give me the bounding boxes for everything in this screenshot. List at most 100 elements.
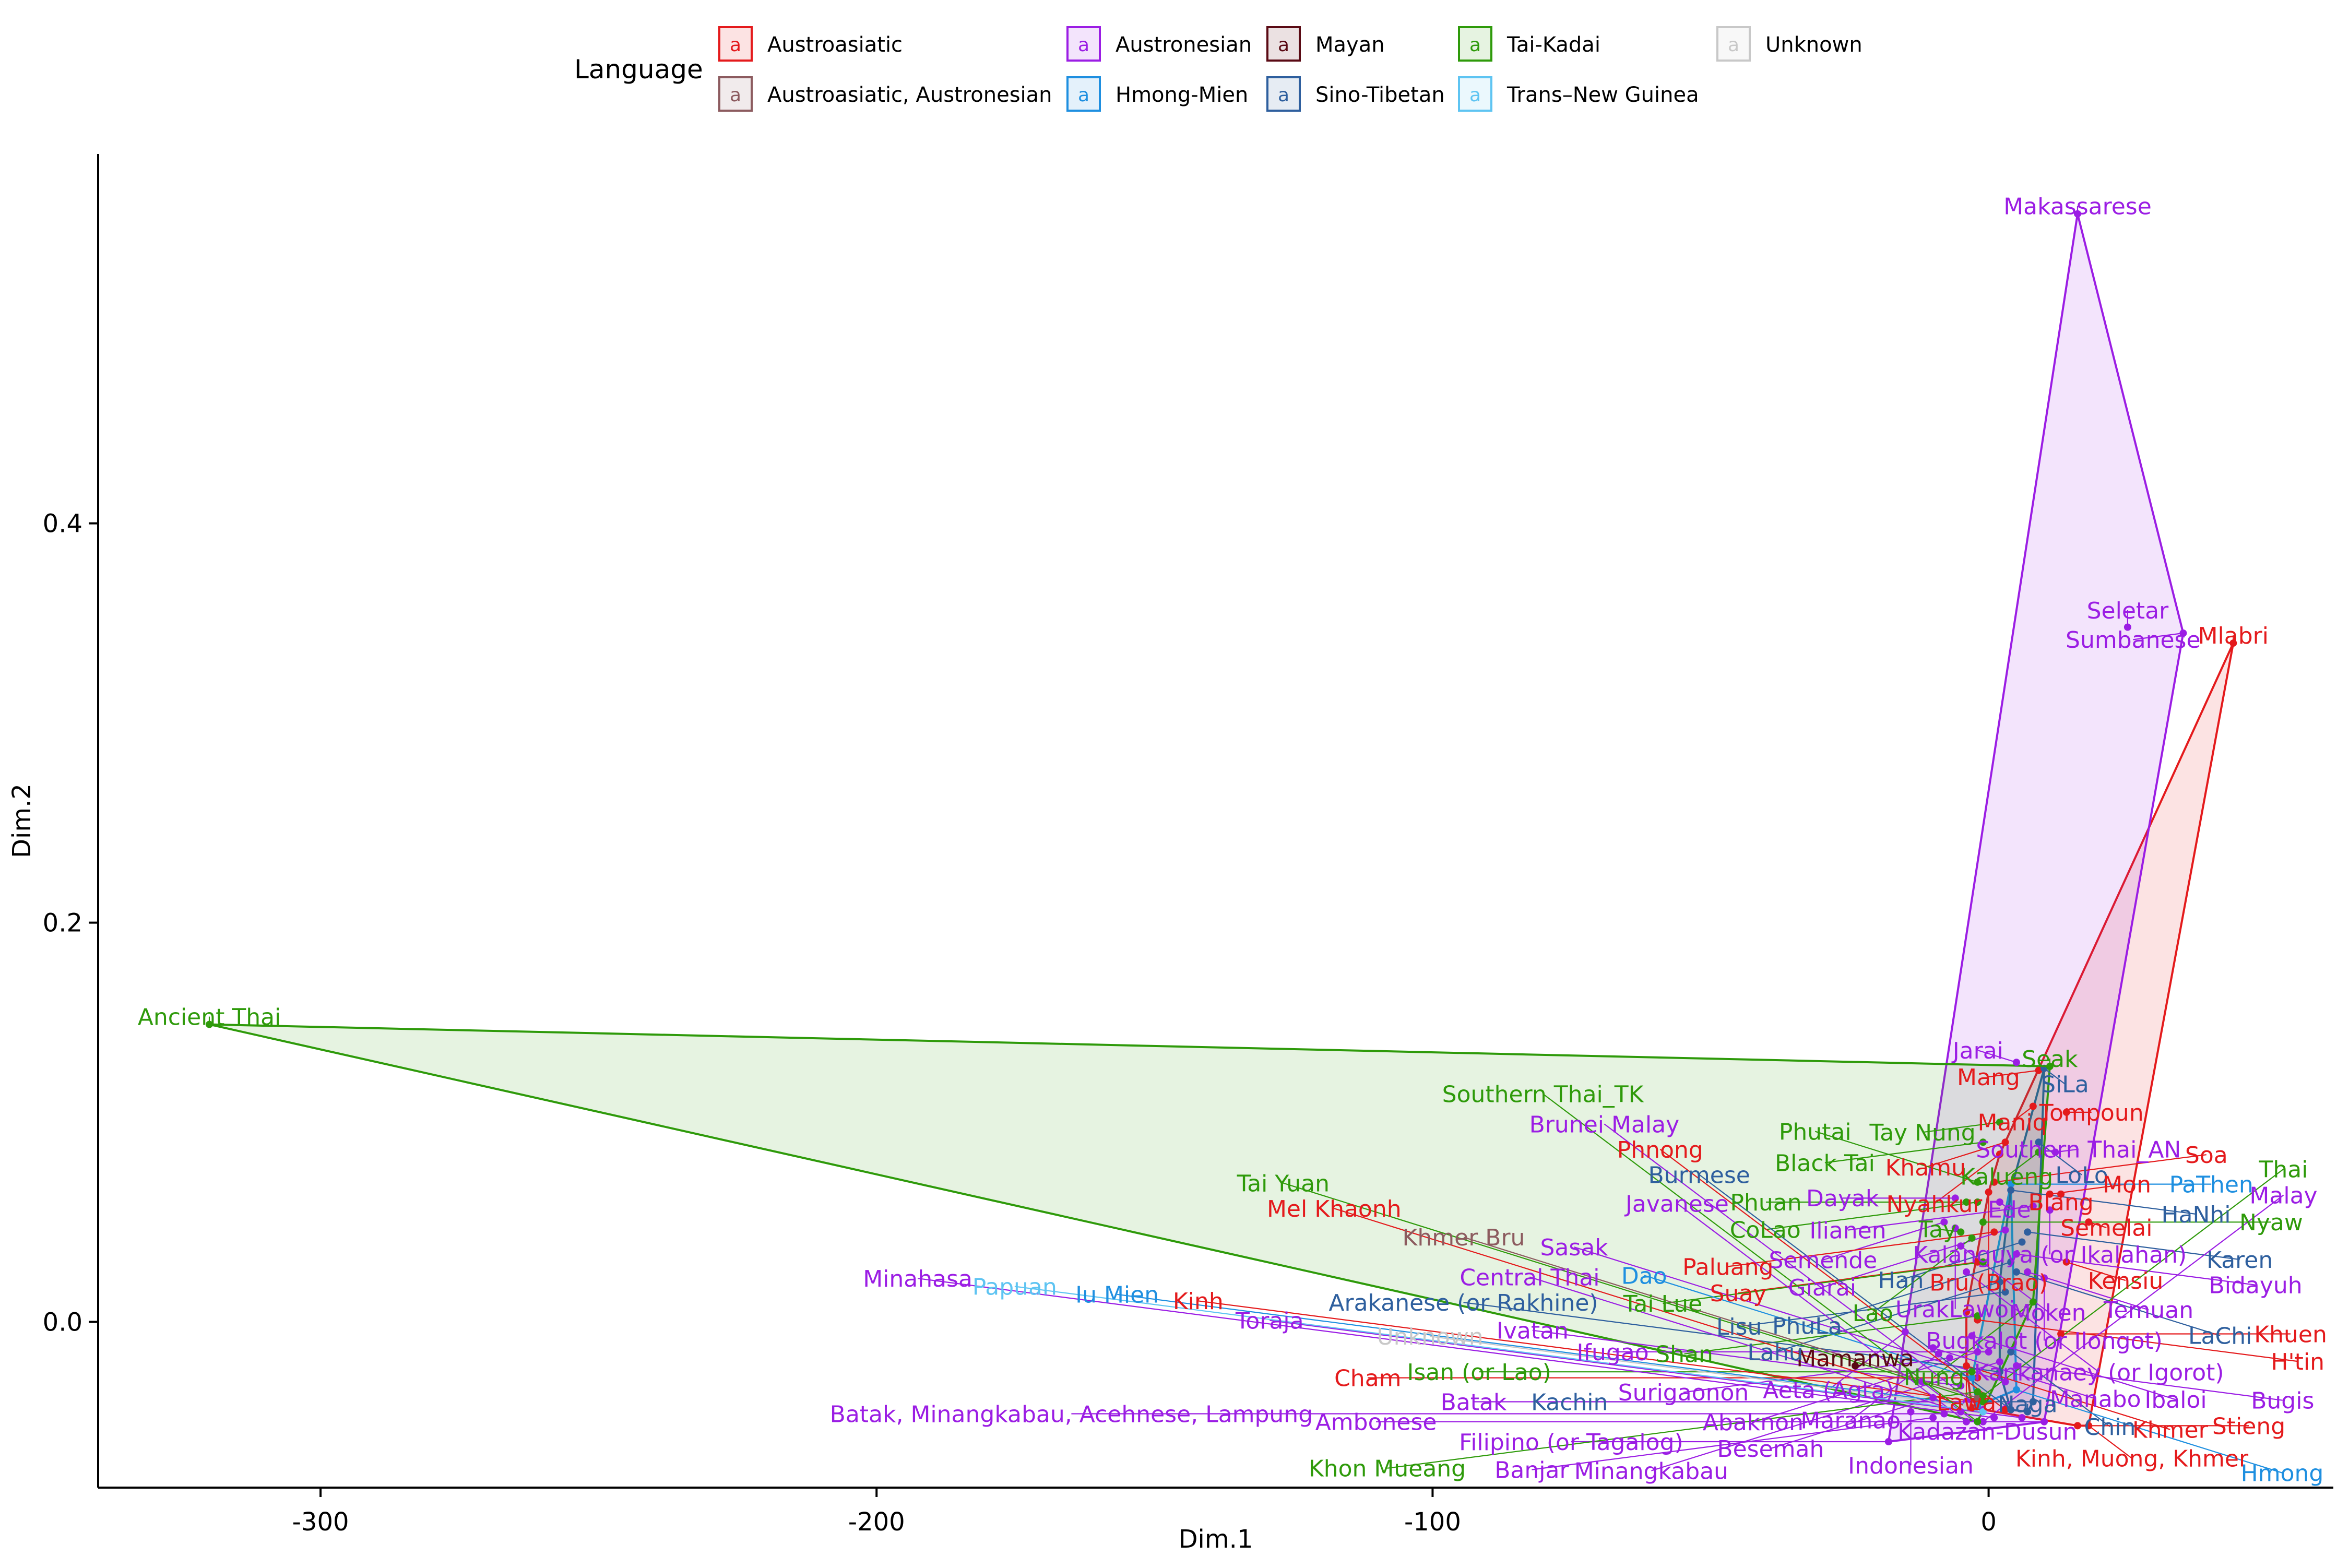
data-point-sino-tibetan-han — [2018, 1238, 2026, 1246]
leader-line-austronesian-central-thai — [1529, 1276, 1961, 1412]
data-point-sino-tibetan-lachi — [2012, 1268, 2020, 1276]
point-label-austronesian-ifugao: Ifugao — [1577, 1339, 1649, 1366]
leader-line-austroasiatic-khamu — [1925, 1142, 2006, 1168]
leader-line-austroasiatic-h-tin — [1977, 1319, 2298, 1362]
data-point-austronesian-indonesian — [1907, 1408, 1915, 1416]
leader-line-austronesian-toraja — [1270, 1320, 2022, 1419]
data-point-austroasiatic-khmer — [1963, 1362, 1970, 1370]
point-label-tai-kadai-khon-mueang: Khon Mueang — [1309, 1456, 1466, 1482]
legend-item-tai-kadai: a Tai-Kadai — [1458, 26, 1600, 62]
legend-item-trans-new-guinea: a Trans–New Guinea — [1458, 76, 1699, 112]
leader-line-tai-kadai-tay-nung — [1922, 1122, 2000, 1133]
leader-line-tai-kadai-khon-mueang — [1387, 1391, 1978, 1469]
legend-item-austronesian: a Austronesian — [1066, 26, 1252, 62]
point-label-austronesian-jarai: Jarai — [1951, 1038, 2003, 1064]
data-point-austroasiatic-lawa — [1963, 1308, 1970, 1316]
point-label-sino-tibetan-naga: Naga — [1998, 1392, 2058, 1418]
point-label-austronesian-ibaloi: Ibaloi — [2144, 1387, 2206, 1413]
data-point-austroasiatic-soa — [1990, 1178, 1998, 1186]
leader-line-austronesian-kankanaey-or-igorot — [1966, 1272, 2099, 1373]
point-label-austroasiatic-nyahkur: Nyahkur — [1886, 1191, 1983, 1218]
data-point-austronesian-toraja — [2018, 1414, 2026, 1422]
leader-line-austronesian-malay — [1983, 1194, 2284, 1422]
legend-label-trans-new-guinea: Trans–New Guinea — [1506, 83, 1699, 107]
leader-line-austronesian-southern-thai-an — [2055, 1148, 2079, 1153]
data-point-austronesian-malay — [1979, 1418, 1987, 1426]
data-point-austronesian-abaknon — [1974, 1348, 1982, 1356]
legend-key-hmong-mien — [1066, 76, 1101, 112]
data-point-austronesian-sasak — [2001, 1378, 2009, 1386]
point-label-austronesian-uraklawoi: UrakLawoi — [1895, 1297, 2015, 1323]
leader-line-austronesian-surigaonon — [1683, 1357, 1950, 1393]
data-point-tai-kadai-phutai — [1974, 1178, 1982, 1186]
data-point-austroasiatic-cham — [1974, 1374, 1982, 1382]
point-label-austroasiatic-h-tin: H'tin — [2271, 1349, 2324, 1375]
axes: -300 -200 -100 0 0.0 0.2 0.4 Dim.1 Dim.2 — [7, 154, 2346, 1566]
point-label-trans-new-guinea-papuan: Papuan — [972, 1274, 1057, 1300]
leader-line-austroasiatic-kinh — [1198, 1300, 1978, 1403]
leader-line-austroasiatic-austronesian-khmer-bru — [1463, 1237, 1978, 1398]
leader-line-austroasiatic-phnong — [1659, 1149, 2006, 1410]
point-label-tai-kadai-southern-thai-tk: Southern Thai_TK — [1442, 1081, 1644, 1108]
legend-glyph: a — [1469, 34, 1481, 56]
point-label-sino-tibetan-arakanese-or-rakhine: Arakanese (or Rakhine) — [1328, 1290, 1598, 1316]
legend-glyph: a — [1078, 85, 1089, 106]
leader-line-tai-kadai-tai-yuan — [1283, 1182, 1984, 1403]
data-point-austronesian-filipino-or-tagalog — [1884, 1438, 1892, 1445]
point-label-austronesian-giarai: Giarai — [1788, 1275, 1857, 1301]
data-point-sino-tibetan-kachin — [2029, 1398, 2037, 1406]
point-label-austronesian-brunei-malay: Brunei Malay — [1529, 1111, 1679, 1138]
point-label-hmong-mien-pathen: PaThen — [2169, 1172, 2253, 1198]
point-label-tai-kadai-colao: CoLao — [1730, 1217, 1801, 1244]
data-point-tai-kadai-black-tai — [1979, 1138, 1987, 1146]
data-point-austroasiatic-mel-khaonh — [1968, 1404, 1976, 1411]
data-point-sino-tibetan-lisu — [2001, 1288, 2009, 1296]
point-label-austroasiatic-suay: Suay — [1710, 1280, 1767, 1307]
point-label-sino-tibetan-chin: Chin — [2084, 1414, 2136, 1441]
data-point-austronesian-dayak — [1951, 1194, 1959, 1202]
point-label-unknown-unknown: Unknown — [1377, 1324, 1483, 1350]
legend-item-sino-tibetan: a Sino-Tibetan — [1266, 76, 1445, 112]
point-label-sino-tibetan-burmese: Burmese — [1648, 1162, 1750, 1189]
legend-label-austroasiatic: Austroasiatic — [767, 33, 903, 57]
data-point-austroasiatic-semelai — [2085, 1218, 2093, 1226]
point-label-tai-kadai-shan: Shan — [1655, 1341, 1713, 1368]
leader-line-sino-tibetan-lolo — [2038, 1142, 2082, 1175]
point-label-austronesian-maranao: Maranao — [1800, 1408, 1901, 1434]
legend-glyph: a — [1278, 85, 1289, 106]
point-label-austronesian-makassarese: Makassarese — [2003, 194, 2152, 220]
point-label-austroasiatic-tompoun: Tompoun — [2039, 1100, 2144, 1126]
leader-line-austronesian-manabo — [1932, 1347, 2096, 1399]
point-label-austroasiatic-blang: Blang — [2028, 1190, 2093, 1216]
legend-item-austroasiatic-austronesian: a Austroasiatic, Austronesian — [718, 76, 1052, 112]
data-point-austronesian-ivatan — [1957, 1382, 1965, 1389]
legend-label-unknown: Unknown — [1765, 33, 1862, 57]
point-label-austroasiatic-mlabri: Mlabri — [2198, 623, 2269, 649]
leader-line-austronesian-sumbanese — [2133, 632, 2184, 640]
leader-line-austronesian-ibaloi — [1972, 1335, 2176, 1400]
point-label-hmong-mien-dao: Dao — [1621, 1263, 1667, 1289]
point-label-tai-kadai-nyaw: Nyaw — [2239, 1209, 2303, 1236]
data-point-tai-kadai-lao — [1968, 1234, 1976, 1242]
leader-line-austronesian-bidayuh — [2016, 1253, 2256, 1286]
data-point-tai-kadai-tai-lue — [1979, 1258, 1987, 1266]
data-point-austronesian-javanese — [1963, 1418, 1970, 1426]
legend-item-mayan: a Mayan — [1266, 26, 1385, 62]
point-label-austronesian-bugkalot-or-ilongot: Bugkalot (or Ilongot) — [1926, 1328, 2163, 1355]
point-label-austroasiatic-kensiu: Kensiu — [2088, 1268, 2164, 1294]
point-label-mayan-mamanwa: Mamanwa — [1796, 1346, 1914, 1372]
point-label-austroasiatic-khmer: Khmer — [2132, 1417, 2209, 1444]
point-label-tai-kadai-kalueng: Kalueng — [1960, 1164, 2053, 1191]
data-point-tai-kadai-shan — [1974, 1312, 1982, 1320]
point-label-austronesian-batak-minangkabau-acehnese-lampung: Batak, Minangkabau, Acehnese, Lampung — [830, 1401, 1313, 1428]
point-label-tai-kadai-tai-yuan: Tai Yuan — [1237, 1170, 1330, 1197]
legend-key-mayan — [1266, 26, 1301, 62]
point-label-austronesian-minahasa: Minahasa — [863, 1266, 972, 1292]
data-point-austronesian-bugkalot-or-ilongot — [2040, 1274, 2048, 1282]
point-label-austronesian-toraja: Toraja — [1235, 1308, 1304, 1334]
data-point-hmong-mien-iu-mien — [1974, 1402, 1982, 1410]
data-point-sino-tibetan-arakanese-or-rakhine — [1996, 1368, 2003, 1376]
leader-line-trans-new-guinea-papuan — [1014, 1286, 1984, 1412]
point-label-austronesian-ambonese: Ambonese — [1315, 1409, 1437, 1436]
